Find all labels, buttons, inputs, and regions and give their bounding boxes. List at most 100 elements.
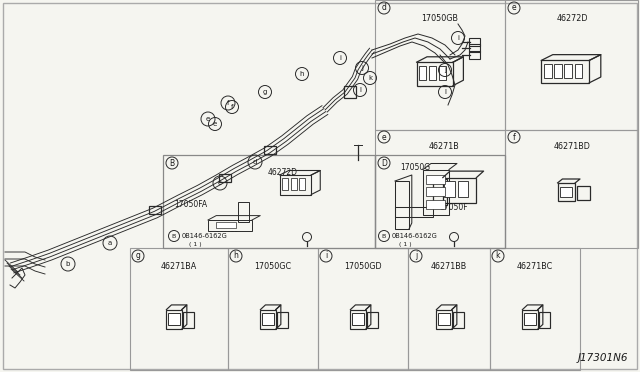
- Bar: [282, 178, 288, 190]
- Text: k: k: [368, 75, 372, 81]
- Bar: [344, 86, 356, 98]
- Bar: [453, 312, 465, 328]
- Bar: [352, 313, 364, 325]
- Bar: [351, 310, 366, 329]
- Bar: [183, 312, 195, 328]
- Text: c: c: [218, 180, 222, 186]
- Bar: [522, 310, 538, 329]
- Text: g: g: [263, 89, 267, 95]
- Bar: [490, 248, 580, 370]
- Text: J17301N6: J17301N6: [577, 353, 628, 363]
- Bar: [219, 174, 231, 182]
- Text: ( 1 ): ( 1 ): [399, 242, 412, 247]
- Bar: [367, 312, 378, 328]
- Bar: [417, 62, 453, 86]
- Bar: [564, 64, 572, 78]
- Text: a: a: [108, 240, 112, 246]
- Bar: [318, 248, 408, 370]
- Text: i: i: [457, 35, 459, 41]
- Bar: [395, 208, 433, 217]
- Bar: [554, 64, 562, 78]
- Text: 17050GB: 17050GB: [422, 14, 458, 23]
- Bar: [277, 312, 289, 328]
- Bar: [375, 155, 505, 248]
- Text: j: j: [444, 67, 446, 73]
- Bar: [260, 310, 276, 329]
- Bar: [541, 60, 589, 83]
- Text: b: b: [66, 261, 70, 267]
- Text: h: h: [234, 251, 239, 260]
- Text: l: l: [444, 89, 446, 95]
- Text: g: g: [136, 251, 140, 260]
- Text: B: B: [170, 158, 175, 167]
- Text: e: e: [206, 116, 210, 122]
- Bar: [166, 310, 182, 329]
- Text: l: l: [359, 87, 361, 93]
- Bar: [524, 313, 536, 325]
- Text: j: j: [361, 65, 363, 71]
- Text: e: e: [213, 121, 217, 127]
- Bar: [438, 313, 450, 325]
- Bar: [423, 170, 449, 215]
- Bar: [539, 312, 550, 328]
- Bar: [375, 0, 505, 130]
- Bar: [419, 66, 426, 80]
- Bar: [458, 181, 468, 198]
- Bar: [544, 64, 552, 78]
- Bar: [433, 179, 447, 205]
- Text: 46271BA: 46271BA: [161, 262, 197, 271]
- Bar: [444, 181, 455, 198]
- Bar: [395, 181, 409, 229]
- Bar: [208, 220, 252, 231]
- Text: d: d: [253, 159, 257, 165]
- Text: 46271B: 46271B: [429, 142, 460, 151]
- Bar: [469, 38, 480, 46]
- Bar: [426, 199, 445, 208]
- Bar: [168, 313, 180, 325]
- Text: ( 1 ): ( 1 ): [189, 242, 202, 247]
- Bar: [469, 51, 480, 59]
- Bar: [130, 248, 228, 370]
- Bar: [264, 146, 276, 154]
- Text: k: k: [496, 251, 500, 260]
- Bar: [262, 313, 274, 325]
- Text: i: i: [325, 251, 327, 260]
- Text: 17050G: 17050G: [400, 163, 430, 172]
- Bar: [216, 222, 236, 228]
- Bar: [429, 66, 436, 80]
- Text: 46271BC: 46271BC: [517, 262, 553, 271]
- Bar: [149, 206, 161, 214]
- Bar: [238, 202, 249, 222]
- Text: D: D: [381, 158, 387, 167]
- Text: f: f: [227, 100, 229, 106]
- Bar: [505, 0, 638, 130]
- Bar: [560, 187, 572, 197]
- Text: B: B: [172, 234, 176, 238]
- Text: 0B146-6162G: 0B146-6162G: [392, 233, 438, 239]
- Text: i: i: [339, 55, 341, 61]
- Bar: [426, 174, 445, 183]
- Text: e: e: [381, 132, 387, 141]
- Text: f: f: [231, 104, 233, 110]
- Bar: [291, 178, 297, 190]
- Bar: [575, 64, 582, 78]
- Bar: [443, 177, 476, 203]
- Text: 46272D: 46272D: [556, 14, 588, 23]
- Text: 17050F: 17050F: [439, 203, 468, 212]
- Bar: [505, 130, 638, 248]
- Bar: [228, 248, 318, 370]
- Text: 0B146-6162G: 0B146-6162G: [182, 233, 228, 239]
- Bar: [426, 187, 445, 196]
- Bar: [577, 186, 589, 200]
- Text: 46272D: 46272D: [268, 168, 298, 177]
- Text: 46271BB: 46271BB: [431, 262, 467, 271]
- Text: h: h: [300, 71, 304, 77]
- Bar: [408, 248, 490, 370]
- Bar: [436, 310, 452, 329]
- Bar: [557, 183, 575, 201]
- Text: 46271BD: 46271BD: [554, 142, 591, 151]
- Text: d: d: [381, 3, 387, 13]
- Text: f: f: [513, 132, 515, 141]
- Text: B: B: [382, 234, 386, 238]
- Bar: [280, 175, 311, 195]
